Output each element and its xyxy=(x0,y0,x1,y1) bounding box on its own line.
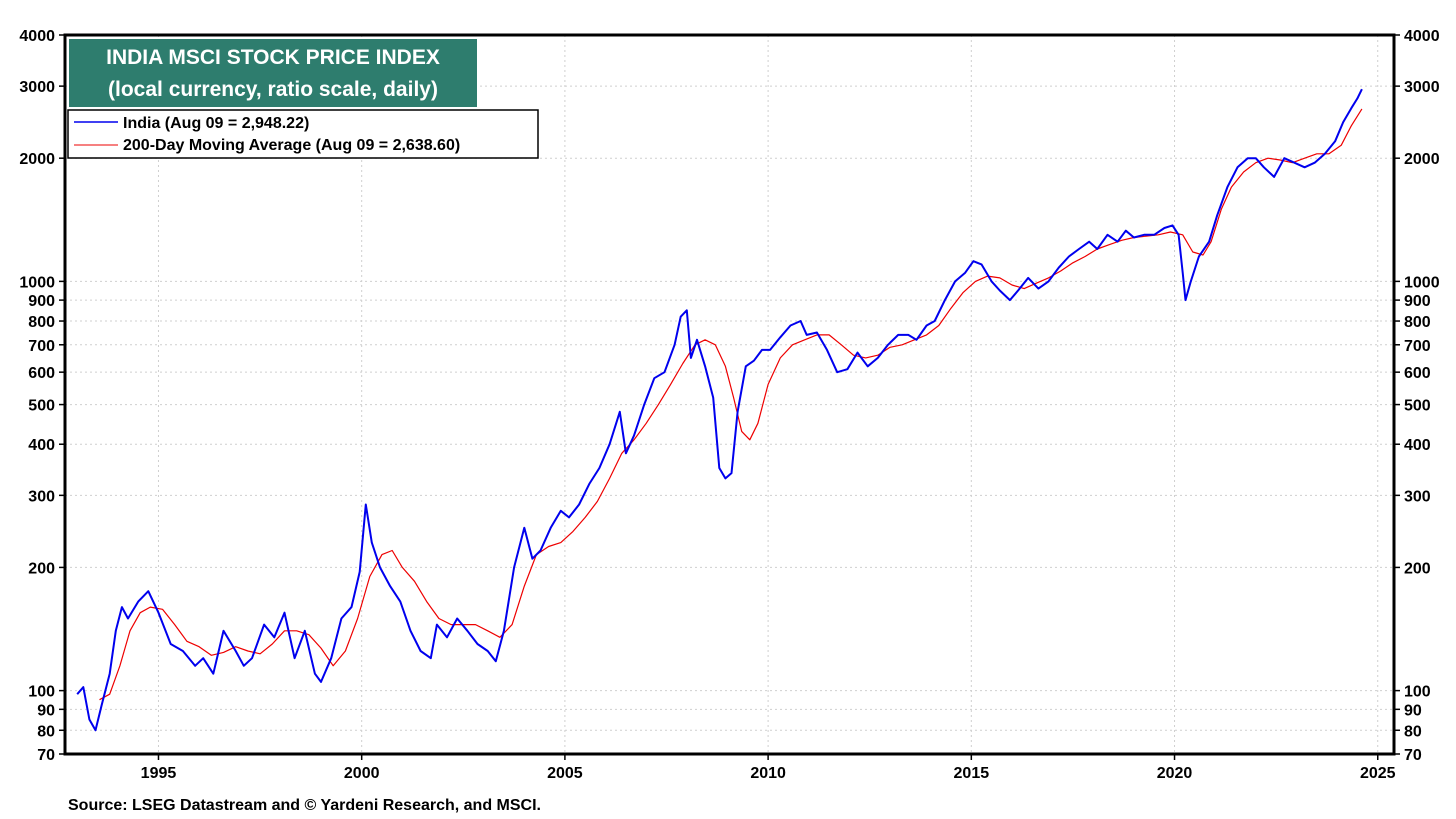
y-tick-label-left: 4000 xyxy=(19,28,55,45)
x-tick-label: 2025 xyxy=(1360,765,1396,782)
y-tick-label-left: 600 xyxy=(28,365,55,382)
chart-title: INDIA MSCI STOCK PRICE INDEX xyxy=(106,46,440,69)
y-tick-label-right: 200 xyxy=(1404,560,1431,577)
y-tick-label-right: 800 xyxy=(1404,314,1431,331)
source-note: Source: LSEG Datastream and © Yardeni Re… xyxy=(68,797,541,814)
title-background xyxy=(69,39,477,107)
y-tick-label-left: 200 xyxy=(28,560,55,577)
y-tick-label-left: 80 xyxy=(37,723,55,740)
y-tick-label-left: 2000 xyxy=(19,151,55,168)
series-line-india xyxy=(76,88,1363,732)
plot-frame xyxy=(63,33,1396,756)
y-tick-label-right: 500 xyxy=(1404,398,1431,415)
y-tick-label-left: 400 xyxy=(28,437,55,454)
y-tick-label-right: 900 xyxy=(1404,293,1431,310)
y-tick-label-right: 4000 xyxy=(1404,28,1440,45)
x-tick-label: 2015 xyxy=(954,765,990,782)
y-tick-label-right: 80 xyxy=(1404,723,1422,740)
y-tick-label-left: 1000 xyxy=(19,274,55,291)
y-tick-label-left: 500 xyxy=(28,398,55,415)
y-tick-label-right: 700 xyxy=(1404,338,1431,355)
series-line-moving-average xyxy=(99,108,1363,701)
series-layer xyxy=(76,88,1363,732)
x-tick-label: 1995 xyxy=(141,765,177,782)
title-box: INDIA MSCI STOCK PRICE INDEX (local curr… xyxy=(69,39,477,107)
y-tick-label-left: 900 xyxy=(28,293,55,310)
y-tick-label-left: 100 xyxy=(28,684,55,701)
legend-label-ma: 200-Day Moving Average (Aug 09 = 2,638.6… xyxy=(123,137,460,154)
legend-label-india: India (Aug 09 = 2,948.22) xyxy=(123,115,309,132)
legend-box xyxy=(67,109,539,159)
y-tick-label-right: 400 xyxy=(1404,437,1431,454)
y-tick-label-left: 70 xyxy=(37,747,55,764)
x-tick-label: 2010 xyxy=(750,765,786,782)
y-tick-label-left: 800 xyxy=(28,314,55,331)
x-tick-label: 2005 xyxy=(547,765,583,782)
y-tick-label-right: 2000 xyxy=(1404,151,1440,168)
y-tick-label-right: 1000 xyxy=(1404,274,1440,291)
chart-subtitle: (local currency, ratio scale, daily) xyxy=(108,78,438,101)
y-tick-label-right: 600 xyxy=(1404,365,1431,382)
y-tick-label-right: 3000 xyxy=(1404,79,1440,96)
x-tick-label: 2000 xyxy=(344,765,380,782)
y-tick-label-right: 90 xyxy=(1404,702,1422,719)
y-tick-label-right: 100 xyxy=(1404,684,1431,701)
legend: India (Aug 09 = 2,948.22) 200-Day Moving… xyxy=(67,109,539,159)
y-tick-label-left: 300 xyxy=(28,488,55,505)
y-tick-label-left: 3000 xyxy=(19,79,55,96)
y-tick-label-left: 700 xyxy=(28,338,55,355)
y-tick-label-right: 300 xyxy=(1404,488,1431,505)
y-tick-label-right: 70 xyxy=(1404,747,1422,764)
x-axis: 1995 2000 2005 2010 2015 2020 2025 xyxy=(141,754,1396,782)
x-tick-label: 2020 xyxy=(1157,765,1193,782)
y-tick-label-left: 90 xyxy=(37,702,55,719)
